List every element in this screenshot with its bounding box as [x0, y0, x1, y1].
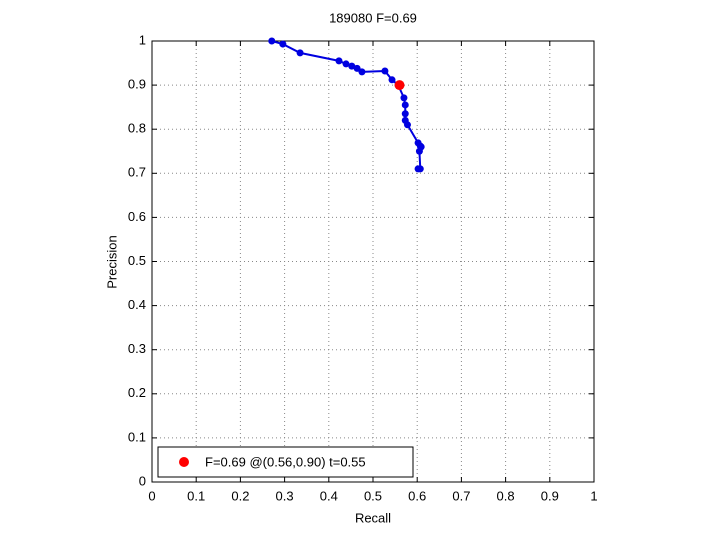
x-tick-label: 0.1	[187, 488, 205, 503]
x-tick-label: 0.5	[364, 488, 382, 503]
y-tick-label: 0.8	[128, 121, 146, 136]
y-tick-label: 0.5	[128, 253, 146, 268]
legend-marker	[179, 457, 189, 467]
point-marker	[415, 147, 423, 155]
point-marker	[342, 60, 350, 68]
point-marker	[414, 165, 422, 173]
y-tick-label: 0	[139, 473, 146, 488]
y-tick-label: 0.4	[128, 297, 146, 312]
point-marker	[279, 40, 287, 48]
y-tick-label: 0.1	[128, 429, 146, 444]
point-marker	[400, 94, 408, 102]
point-marker	[403, 121, 411, 129]
x-tick-label: 0.8	[497, 488, 515, 503]
best-point	[394, 80, 405, 91]
y-tick-label: 0.3	[128, 341, 146, 356]
x-axis-label: Recall	[355, 510, 391, 525]
y-tick-label: 0.9	[128, 77, 146, 92]
x-tick-label: 0.3	[276, 488, 294, 503]
point-marker	[353, 64, 361, 72]
x-tick-label: 1	[590, 488, 597, 503]
y-tick-label: 0.2	[128, 385, 146, 400]
chart-title: 189080 F=0.69	[329, 10, 417, 25]
legend-label: F=0.69 @(0.56,0.90) t=0.55	[205, 454, 366, 469]
point-marker	[401, 101, 409, 109]
y-tick-label: 0.7	[128, 165, 146, 180]
x-tick-label: 0.4	[320, 488, 338, 503]
x-tick-label: 0.7	[452, 488, 470, 503]
y-tick-label: 0.6	[128, 209, 146, 224]
point-marker	[335, 57, 343, 65]
point-marker	[388, 76, 396, 84]
x-tick-label: 0	[148, 488, 155, 503]
legend-box	[157, 446, 414, 478]
y-tick-label: 1	[139, 32, 146, 47]
point-marker	[348, 62, 356, 70]
point-marker	[358, 68, 366, 76]
point-marker	[296, 49, 304, 57]
plot-frame	[151, 40, 595, 483]
x-tick-label: 0.2	[231, 488, 249, 503]
x-tick-label: 0.6	[408, 488, 426, 503]
point-marker	[401, 110, 409, 118]
y-axis-label: Precision	[104, 235, 119, 288]
point-marker	[381, 67, 389, 75]
x-tick-label: 0.9	[541, 488, 559, 503]
point-marker	[268, 37, 276, 45]
